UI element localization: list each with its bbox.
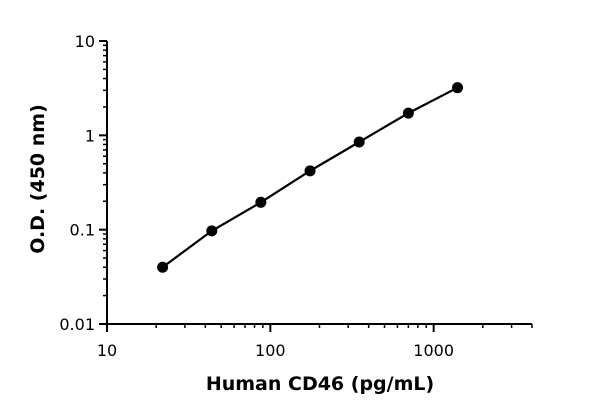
x-axis-title: Human CD46 (pg/mL)	[206, 373, 434, 395]
y-tick-label: 0.01	[59, 315, 95, 334]
y-axis-ticks: 0.01 0.1 1 10	[59, 32, 107, 334]
data-point	[157, 261, 169, 273]
series-layer	[157, 82, 464, 273]
data-point	[452, 82, 464, 94]
x-tick-label: 100	[255, 341, 286, 360]
x-axis-ticks: 10 100 1000	[97, 324, 533, 360]
data-point	[255, 196, 267, 208]
data-point	[206, 225, 218, 237]
data-point	[402, 107, 414, 119]
y-tick-label: 1	[85, 126, 95, 145]
y-tick-label: 10	[75, 32, 95, 51]
x-tick-label: 1000	[413, 341, 454, 360]
plot-area: 0.01 0.1 1 10 10 100 1000	[59, 32, 533, 360]
data-point	[304, 165, 316, 177]
y-tick-label: 0.1	[70, 221, 95, 240]
x-tick-label: 10	[97, 341, 117, 360]
y-axis-title: O.D. (450 nm)	[27, 104, 49, 254]
data-point	[353, 136, 365, 148]
